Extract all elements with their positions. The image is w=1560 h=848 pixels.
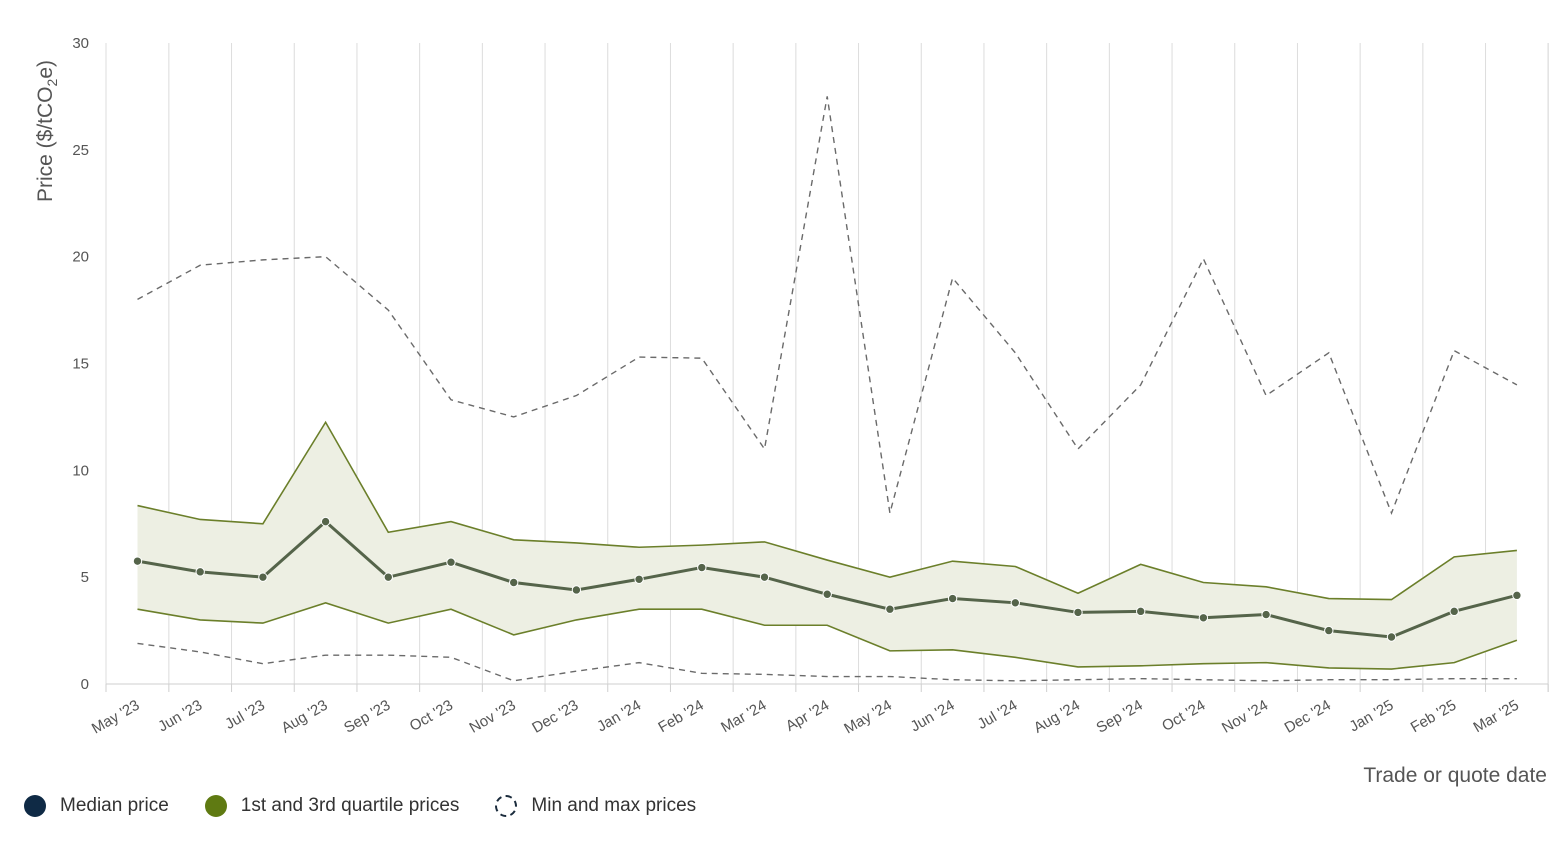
x-tick-label: Jun '24 — [908, 697, 958, 736]
median-point — [759, 572, 770, 582]
price-chart: 0 5 10 15 20 25 30 May '23 Jun '23 Jul '23 Aug '2… — [34, 35, 1549, 787]
x-tick-label: Nov '23 — [467, 697, 519, 737]
x-tick-label: Jan '25 — [1347, 697, 1397, 736]
y-tick-label: 15 — [72, 356, 89, 373]
x-tick-label: Mar '24 — [718, 697, 769, 737]
x-tick-label: Jan '24 — [594, 697, 644, 736]
quartile-band-layer — [137, 422, 1517, 670]
y-tick-labels: 0 5 10 15 20 25 30 — [72, 35, 89, 693]
y-tick-label: 30 — [72, 35, 89, 52]
median-point — [1073, 607, 1083, 618]
median-point — [697, 562, 707, 573]
x-tick-label: Feb '24 — [655, 697, 706, 737]
legend-label-median: Median price — [60, 795, 169, 816]
median-marker-layer — [132, 516, 1522, 642]
x-tick-label: Aug '23 — [278, 697, 330, 737]
y-tick-label: 0 — [81, 676, 89, 693]
legend-item-minmax: Min and max prices — [495, 795, 696, 817]
x-tick-label: Apr '24 — [783, 697, 832, 735]
median-point — [195, 567, 205, 577]
median-point — [822, 589, 832, 599]
min-price-line — [137, 642, 1517, 682]
y-tick-label: 5 — [81, 569, 89, 586]
y-axis-title-subscript: 2 — [44, 78, 60, 86]
y-tick-label: 25 — [72, 142, 89, 159]
median-point — [258, 572, 268, 582]
median-point — [634, 574, 644, 585]
max-price-line — [137, 96, 1518, 515]
quartile-band — [137, 422, 1517, 670]
legend-label-minmax: Min and max prices — [531, 795, 697, 816]
x-tick-label: Oct '24 — [1159, 697, 1208, 735]
x-tick-label: Dec '24 — [1282, 697, 1334, 737]
x-tick-label: Aug '24 — [1031, 697, 1083, 737]
median-point — [571, 585, 582, 595]
median-point — [1449, 606, 1459, 617]
x-tick-label: Jun '23 — [155, 697, 205, 736]
x-tick-label: Dec '23 — [529, 697, 581, 737]
legend: Median price 1st and 3rd quartile prices… — [24, 795, 732, 817]
median-point — [383, 572, 393, 582]
y-axis-title-main: Price ($/tCO — [34, 86, 57, 202]
x-tick-label: Sep '23 — [341, 697, 393, 737]
x-tick-label: Mar '25 — [1470, 697, 1521, 737]
median-point — [1198, 613, 1209, 623]
legend-label-quartiles: 1st and 3rd quartile prices — [240, 795, 460, 816]
x-tick-label: Jul '23 — [222, 697, 268, 733]
median-point — [1136, 606, 1146, 617]
minmax-swatch-icon — [495, 795, 518, 817]
median-point — [947, 593, 958, 604]
x-axis-title: Trade or quote date — [1363, 764, 1547, 787]
median-swatch-icon — [24, 795, 46, 817]
median-point — [446, 557, 456, 567]
y-tick-label: 20 — [72, 249, 89, 266]
median-point — [1324, 625, 1334, 636]
y-axis-title: Price ($/tCO2e) — [34, 60, 60, 202]
q3-price-line — [137, 420, 1517, 601]
legend-item-quartiles: 1st and 3rd quartile prices — [204, 795, 460, 817]
quartile-swatch-icon — [204, 795, 227, 817]
x-tick-label: Sep '24 — [1094, 697, 1146, 737]
median-point — [320, 516, 331, 527]
median-point — [1261, 609, 1271, 620]
x-tick-label: Nov '24 — [1219, 697, 1271, 737]
median-point — [132, 556, 143, 566]
legend-item-median: Median price — [24, 795, 169, 817]
median-point — [885, 604, 895, 614]
median-point — [1512, 590, 1522, 601]
x-tick-label: May '24 — [841, 697, 895, 738]
x-tick-labels: May '23 Jun '23 Jul '23 Aug '23 Sep '23 Oct '… — [89, 697, 1522, 738]
median-point — [1386, 632, 1397, 642]
x-tick-label: Feb '25 — [1408, 697, 1459, 737]
x-tick-label: Oct '23 — [407, 697, 456, 735]
q1-price-line — [137, 601, 1518, 670]
x-tick-label: May '23 — [89, 697, 143, 738]
median-point — [509, 577, 519, 588]
median-point — [1010, 598, 1020, 608]
y-axis-title-end: e) — [34, 60, 57, 79]
x-tick-label: Jul '24 — [975, 697, 1021, 733]
y-tick-label: 10 — [72, 462, 89, 479]
